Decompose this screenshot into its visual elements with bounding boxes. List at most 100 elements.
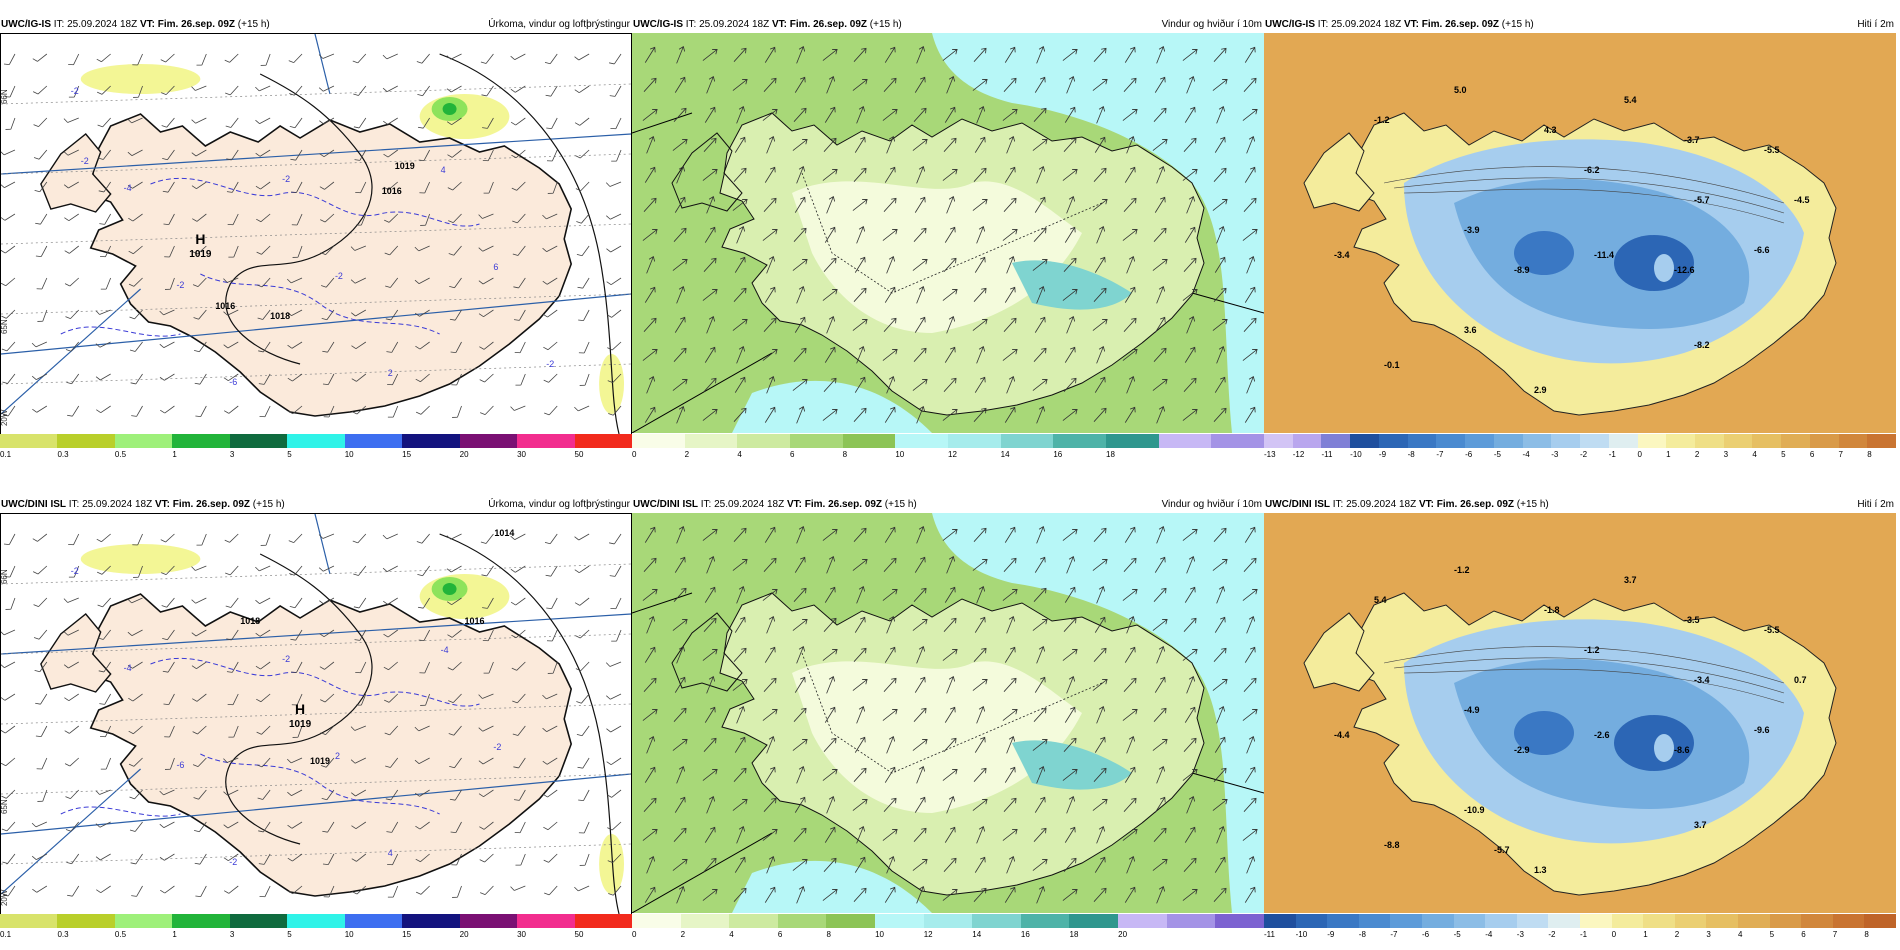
wind-arrow-shaft [1126, 256, 1134, 274]
wind-arrow-shaft [1156, 766, 1164, 784]
wind-arrow-head [978, 106, 986, 112]
wind-barb-staff [519, 789, 526, 801]
wind-arrow-head [922, 139, 928, 145]
wind-arrow-head [649, 766, 656, 773]
wind-arrow-head [801, 107, 807, 114]
wind-barb [291, 693, 303, 706]
wind-barb-staff [164, 885, 175, 894]
wind-arrow [973, 887, 987, 902]
wind-arrow [672, 139, 688, 151]
wind-barb [32, 885, 48, 893]
wind-arrow [792, 739, 808, 751]
graticule-line [632, 352, 773, 433]
wind-arrow-shaft [704, 227, 716, 243]
wind-arrow [1036, 406, 1046, 424]
wind-arrow-shaft [1183, 738, 1197, 752]
wind-arrow-shaft [762, 589, 778, 601]
wind-barb-staff [324, 181, 335, 190]
wind-arrow-shaft [793, 108, 807, 122]
wind-arrow [886, 616, 896, 634]
panel-header: UWC/IG-IS IT: 25.09.2024 18Z VT: Fim. 26… [1264, 18, 1896, 32]
wind-arrow [1152, 259, 1168, 271]
wind-arrow [796, 886, 806, 904]
wind-arrow-head [1071, 617, 1077, 624]
wind-arrow-shaft [1214, 857, 1226, 873]
wind-barb-staff [418, 725, 430, 732]
wind-arrow-head [771, 317, 777, 324]
wind-arrow-head [1159, 796, 1166, 803]
wind-barb-flag [544, 61, 551, 65]
wind-arrow-shaft [1214, 137, 1226, 153]
colorbar-tick-label: 5 [1769, 930, 1775, 939]
wind-arrow [1152, 619, 1168, 631]
wind-arrow-shaft [642, 709, 658, 721]
wind-barb [606, 213, 622, 220]
wind-arrow-head [859, 616, 866, 623]
wind-barb [448, 213, 462, 224]
wind-arrow-shaft [676, 46, 684, 64]
wind-arrow [942, 49, 958, 61]
wind-arrow-shaft [793, 228, 807, 242]
wind-barb [290, 629, 303, 641]
wind-arrow [793, 587, 807, 602]
wind-barb [225, 117, 239, 128]
wind-arrow [793, 707, 807, 722]
wind-barb [290, 149, 303, 161]
wind-barb-staff [199, 373, 207, 385]
wind-barb-staff [259, 565, 271, 572]
wind-arrow-shaft [703, 618, 717, 632]
wind-barb-flag [351, 345, 357, 350]
wind-arrow [796, 646, 806, 664]
wind-arrow [882, 229, 898, 241]
wind-arrow-head [922, 619, 928, 625]
wind-arrow-shaft [734, 257, 746, 273]
wind-barb [319, 149, 335, 158]
wind-arrow-head [979, 136, 986, 143]
wind-barb-flag [191, 86, 196, 91]
wind-barb-flag [415, 345, 421, 350]
wind-barb [387, 373, 399, 386]
precip-area [419, 574, 510, 619]
wind-arrow [1184, 826, 1196, 843]
wind-barb-flag [63, 598, 68, 603]
wind-arrow [1006, 136, 1016, 154]
wind-arrow [1182, 529, 1198, 541]
wind-barb-flag [482, 159, 489, 162]
wind-arrow-head [649, 46, 656, 53]
wind-arrow [792, 379, 808, 391]
wind-barb-flag [386, 351, 392, 353]
wind-barb [133, 565, 143, 578]
wind-arrow [1154, 556, 1166, 573]
wind-barb-staff [99, 309, 111, 315]
wind-arrow [673, 587, 687, 602]
wind-barb [98, 149, 111, 160]
wind-arrow-head [891, 197, 897, 204]
wind-barb [1, 693, 16, 701]
wind-arrow [704, 346, 716, 363]
wind-barb [450, 341, 462, 353]
colorbar-swatch [1106, 434, 1159, 448]
wind-barb-staff [102, 149, 111, 160]
wind-barb-staff [196, 181, 207, 190]
wind-barb-staff [578, 885, 590, 892]
wind-arrow-head [738, 586, 746, 592]
wind-arrow [1212, 79, 1228, 91]
colorbar-tick-label: 12 [948, 450, 957, 459]
wind-arrow-head [1129, 886, 1136, 893]
wind-barb-staff [580, 661, 590, 671]
wind-barb [128, 725, 143, 735]
wind-barb-flag [31, 822, 37, 828]
wind-arrow-head [982, 679, 988, 685]
wind-arrow [702, 289, 718, 301]
colorbar-tick-label: -9 [1327, 930, 1335, 939]
wind-barb-flag [611, 640, 617, 642]
graticule-label-20w: 20W [1, 409, 9, 426]
wind-arrow [823, 137, 837, 152]
wind-arrow-head [952, 169, 958, 175]
wind-arrow-head [739, 616, 746, 623]
wind-arrow-head [918, 766, 926, 772]
wind-barb-flag [192, 764, 199, 768]
wind-barb [162, 629, 175, 641]
wind-barb [387, 405, 399, 418]
wind-barb-flag [448, 220, 454, 224]
